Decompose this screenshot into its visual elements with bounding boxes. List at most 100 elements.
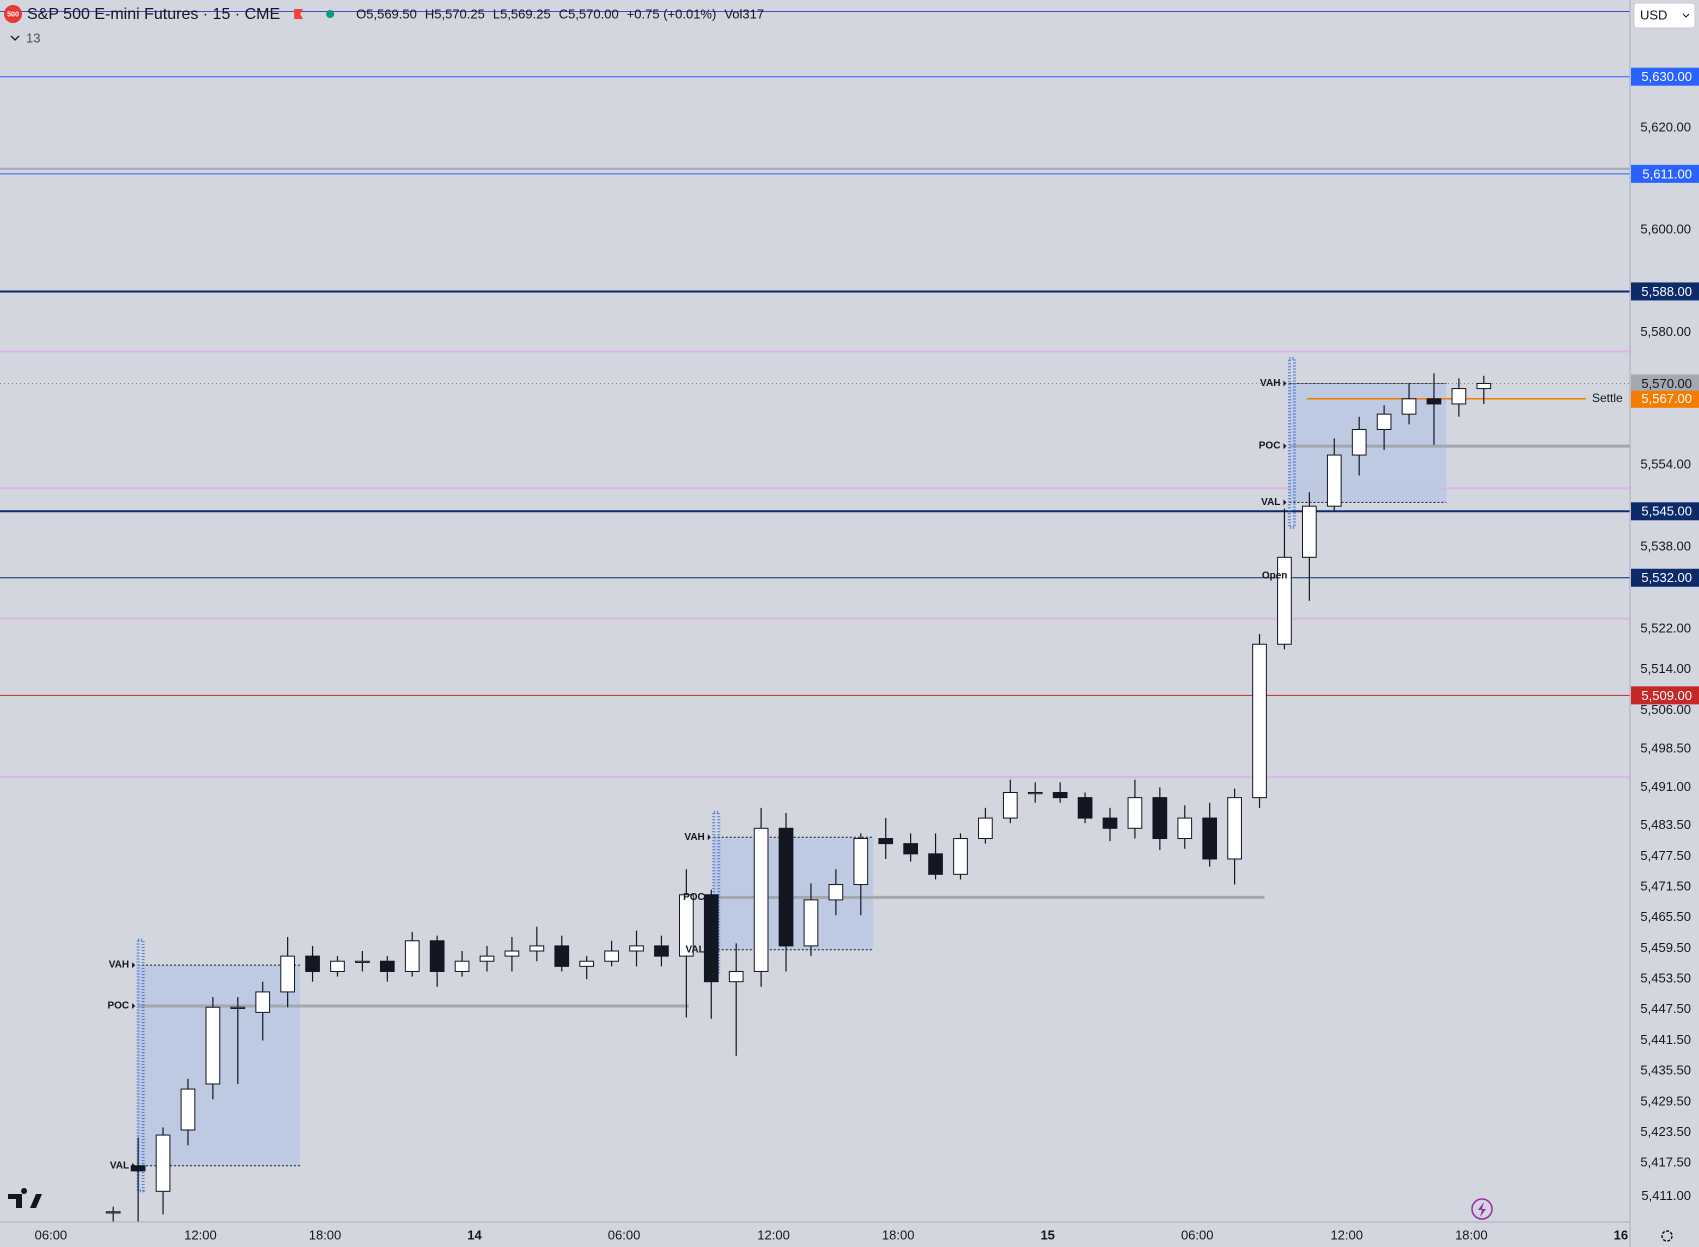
candle-body xyxy=(1052,792,1068,799)
price-badge xyxy=(1631,686,1699,705)
y-tick-label: 5,498.50 xyxy=(1640,740,1691,755)
price-badge xyxy=(1631,568,1699,587)
symbol-title[interactable]: S&P 500 E-mini Futures · 15 · CME xyxy=(27,6,280,23)
candle-body xyxy=(1077,797,1093,819)
currency-chevron xyxy=(1682,13,1690,18)
symbol-logo-text: 500 xyxy=(7,11,19,18)
candle-body xyxy=(654,945,669,957)
poc-arrow xyxy=(707,894,711,901)
candle-body xyxy=(1202,817,1218,860)
poc-arrow xyxy=(1283,443,1287,450)
ohlc-key: C xyxy=(559,6,568,21)
x-tick-label: 06:00 xyxy=(608,1227,641,1242)
header: 500 S&P 500 E-mini Futures · 15 · CME 13… xyxy=(4,2,1696,45)
poc-label: POC xyxy=(683,892,705,903)
candle-body xyxy=(504,950,520,957)
lightning-icon xyxy=(1478,1202,1486,1217)
price-badge xyxy=(1631,282,1699,301)
settings-icon[interactable] xyxy=(1661,1230,1673,1242)
candle-body xyxy=(778,827,794,947)
value-area xyxy=(713,837,874,950)
candle-body xyxy=(1302,505,1317,558)
y-tick-label: 5,538.00 xyxy=(1640,539,1691,554)
candle-body xyxy=(629,945,644,952)
candle-body xyxy=(280,955,295,993)
indicator-count[interactable]: 13 xyxy=(26,30,40,45)
ohlc-value: 5,569.25 xyxy=(500,6,551,21)
x-tick-label: 06:00 xyxy=(1181,1227,1214,1242)
candle-body xyxy=(205,1006,221,1085)
ohlc-key: O xyxy=(356,6,366,21)
x-tick-label: 12:00 xyxy=(184,1227,217,1242)
val-label: VAL xyxy=(1261,497,1280,508)
candle-body xyxy=(404,940,420,972)
flag-icon[interactable] xyxy=(294,9,304,19)
vah-arrow xyxy=(707,834,711,841)
candle-body xyxy=(454,960,470,972)
vah-label: VAH xyxy=(1260,378,1280,389)
candle-body xyxy=(1002,792,1018,819)
candle-body xyxy=(1351,428,1367,456)
time-axis xyxy=(0,1222,1630,1247)
price-badge-label: 5,630.00 xyxy=(1641,69,1692,84)
poc-label: POC xyxy=(1259,441,1281,452)
y-tick-label: 5,411.00 xyxy=(1641,1188,1691,1203)
candle-body xyxy=(529,945,545,952)
market-status xyxy=(326,10,335,18)
y-tick-label: 5,483.50 xyxy=(1640,817,1691,832)
price-line-tag: Open xyxy=(1262,570,1288,581)
candle-body xyxy=(853,838,869,886)
y-tick-label: 5,429.50 xyxy=(1640,1093,1691,1108)
vah-arrow xyxy=(132,962,136,969)
vah-label: VAH xyxy=(684,832,704,843)
candle-body xyxy=(554,945,570,967)
lightning-button[interactable] xyxy=(1471,1198,1493,1220)
candle-body xyxy=(1426,398,1442,405)
last-price-label: 5,570.00 xyxy=(1641,376,1692,391)
poc-arrow xyxy=(132,1002,136,1009)
ohlc-value: 5,569.50 xyxy=(366,6,417,21)
poc-label: POC xyxy=(107,1001,129,1012)
candle-body xyxy=(1252,643,1267,799)
val-arrow xyxy=(707,946,711,953)
val-label: VAL xyxy=(110,1160,129,1171)
candle-body xyxy=(1127,797,1143,829)
candle-body xyxy=(479,955,495,962)
candle-body xyxy=(230,1006,246,1009)
volume: 317 xyxy=(742,6,764,21)
y-tick-label: 5,506.00 xyxy=(1640,702,1691,717)
x-tick-label: 18:00 xyxy=(1455,1227,1488,1242)
vah-arrow xyxy=(1283,380,1287,387)
x-tick-label: 16 xyxy=(1614,1227,1628,1242)
candle-body xyxy=(903,843,918,855)
y-tick-label: 5,417.50 xyxy=(1640,1155,1691,1170)
settle-text: Settle xyxy=(1592,391,1623,405)
candle-body xyxy=(1027,792,1043,795)
price-badge-label: 5,611.00 xyxy=(1642,166,1692,181)
candle-body xyxy=(828,884,844,901)
candle-body xyxy=(305,955,320,972)
collapse-icon[interactable] xyxy=(10,35,20,41)
candle-body xyxy=(1451,388,1467,405)
y-tick-label: 5,491.00 xyxy=(1640,779,1691,794)
currency-select[interactable] xyxy=(1633,2,1696,29)
candle-body xyxy=(1152,797,1168,840)
x-tick-label: 18:00 xyxy=(882,1227,915,1242)
price-axis xyxy=(1630,0,1699,1247)
x-tick-label: 12:00 xyxy=(1330,1227,1363,1242)
x-tick-label: 18:00 xyxy=(309,1227,342,1242)
x-tick-label: 15 xyxy=(1040,1227,1054,1242)
ohlc-key: L xyxy=(493,6,500,21)
symbol-logo xyxy=(4,5,22,23)
candle-body xyxy=(679,894,694,957)
candle-body xyxy=(604,950,619,962)
y-tick-label: 5,453.50 xyxy=(1640,971,1691,986)
y-tick-label: 5,600.00 xyxy=(1640,222,1691,237)
val-label: VAL xyxy=(686,944,705,955)
candle-body xyxy=(579,960,595,967)
candle-body xyxy=(1326,454,1342,507)
ohlc-value: 5,570.00 xyxy=(568,6,619,21)
candle-body xyxy=(703,894,719,983)
